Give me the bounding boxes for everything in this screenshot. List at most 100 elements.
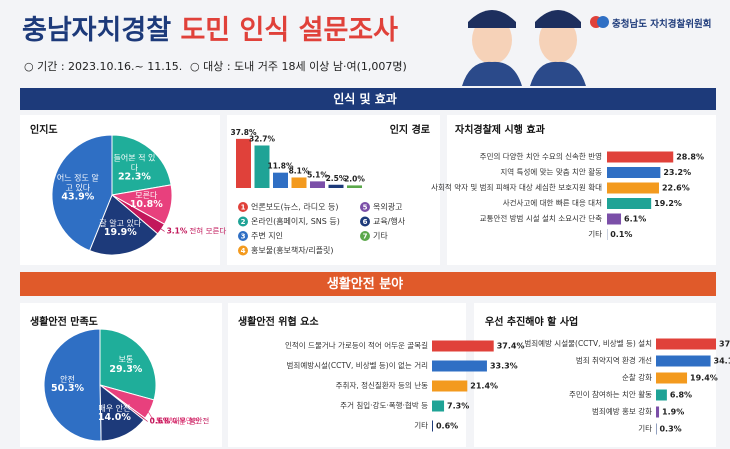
legend-number: 5 (363, 204, 368, 212)
bar-label: 주민이 참여하는 치안 활동 (569, 389, 652, 399)
bar (347, 185, 362, 188)
chart-title: 자치경찰제 시행 효과 (455, 123, 546, 136)
period: ○ 기간 : 2023.10.16.~ 11.15. (24, 60, 183, 73)
bar (254, 145, 270, 188)
chart-title: 인지 경로 (390, 123, 430, 136)
bar (432, 380, 468, 392)
panel (228, 303, 466, 447)
legend-number: 1 (241, 204, 246, 212)
pie-slice (99, 328, 157, 401)
slice-label: 들어본 적 있다 22.3% (111, 154, 157, 183)
bar (607, 213, 622, 225)
value-label: 2.5% (326, 174, 347, 183)
value-label: 34.1% (714, 357, 730, 366)
bar-label: 기타 (414, 421, 428, 430)
legend-marker (238, 245, 248, 256)
bar (310, 181, 325, 188)
slice-label: 잘 알고 있다 19.9% (97, 219, 143, 239)
slice-name: 잘 알고 있다 (99, 218, 142, 228)
chart-title: 생활안전 만족도 (30, 315, 98, 328)
value-label: 37.5% (719, 340, 730, 349)
chart-title: 우선 추진해야 할 사업 (485, 315, 578, 328)
bar (607, 198, 652, 209)
legend-marker (238, 231, 248, 241)
bar-label: 범죄 취약지역 환경 개선 (576, 355, 652, 365)
value-label: 6.1% (624, 215, 646, 224)
legend-label: 언론보도(뉴스, 라디오 등) (251, 202, 338, 212)
value-label: 0.1% (610, 230, 632, 239)
bar (432, 420, 433, 432)
bar-label: 사회적 약자 및 범죄 피해자 대상 세심한 보호지원 확대 (431, 182, 602, 192)
slice-name: 보통 (118, 355, 134, 365)
pie-slice (88, 194, 159, 256)
bar-label: 기타 (638, 424, 652, 433)
bar (291, 177, 307, 188)
section-title: 인식 및 효과 (333, 91, 397, 106)
chart-title: 인지도 (30, 123, 58, 136)
slice-name: 안전 (60, 375, 75, 385)
slice-value: 0.6% (149, 416, 171, 426)
pie-slice (43, 328, 102, 442)
slice-label: 매우 안전 14.0% (91, 404, 137, 424)
slice-label: 안전 50.3% (45, 375, 91, 395)
legend-label: 옥외광고 (373, 202, 402, 212)
bar (607, 151, 674, 163)
bar-label: 주거 침입·강도·폭행·협박 등 (340, 400, 428, 410)
slice-label: 3.1% 전혀 모른다 (167, 226, 227, 237)
bar-label: 사건사고에 대한 빠른 대응 대처 (503, 198, 602, 208)
legend-marker (238, 216, 248, 227)
leader (156, 225, 165, 232)
legend-number: 6 (363, 218, 368, 226)
slice-value: 14.0% (97, 412, 131, 424)
slice-label: 보통 29.3% (103, 355, 149, 375)
slice-value: 19.9% (103, 226, 137, 238)
slice-name: 모른다 (135, 190, 158, 200)
legend-number: 3 (241, 233, 246, 241)
value-label: 0.3% (659, 425, 681, 434)
section-banner (20, 88, 716, 110)
value-label: 28.8% (676, 153, 704, 162)
slice-name: 매우 불안전 (172, 416, 210, 426)
title-accent: 도민 인식 설문조사 (180, 15, 398, 46)
org-name: 충청남도 자치경찰위원회 (612, 19, 712, 30)
slice-name: 매우 안전 (98, 404, 131, 414)
slice-value: 43.9% (61, 191, 95, 203)
slice-label: 0.6% 매우 불안전 (150, 416, 210, 427)
bar-label: 주민의 다양한 치안 수요의 신속한 반영 (480, 151, 602, 161)
value-label: 0.6% (436, 422, 458, 431)
legend-marker (360, 202, 370, 212)
bar (328, 184, 344, 188)
value-label: 37.8% (230, 128, 257, 137)
bar-label: 기타 (588, 230, 602, 239)
legend-label: 기타 (373, 232, 388, 241)
legend-marker (360, 231, 370, 241)
value-label: 21.4% (470, 382, 498, 391)
slice-label: 모른다 10.8% (123, 191, 169, 211)
bar (656, 406, 660, 418)
bar-label: 순찰 강화 (622, 372, 652, 382)
leader (139, 415, 148, 422)
bar-label: 지역 특성에 맞는 맞춤 치안 활동 (500, 167, 602, 177)
bar-label: 인적이 드물거나 가로등이 적어 어두운 골목길 (285, 340, 428, 350)
value-label: 5.1% (307, 170, 328, 179)
bar-label: 범죄예방 시설물(CCTV, 비상벨 등) 설치 (524, 338, 652, 348)
legend-label: 주변 지인 (251, 231, 283, 241)
bar (656, 372, 688, 384)
slice-name: 들어본 적 있다 (113, 153, 156, 172)
value-label: 1.9% (662, 408, 684, 417)
slice-value: 29.3% (109, 363, 143, 375)
bar (656, 338, 716, 350)
bar (432, 360, 487, 372)
police-figures (462, 10, 609, 86)
pie-slice (51, 134, 113, 252)
title-main: 충남자치경찰 (22, 15, 172, 46)
slice-value: 5.8% (155, 416, 177, 426)
slice-label: 5.8% 불안전 (156, 416, 200, 427)
slice-name: 불안전 (178, 416, 200, 426)
slice-value: 10.8% (129, 199, 163, 211)
panel (227, 115, 440, 265)
value-label: 2.0% (344, 174, 365, 183)
value-label: 11.8% (267, 162, 294, 171)
legend-marker (238, 202, 248, 212)
